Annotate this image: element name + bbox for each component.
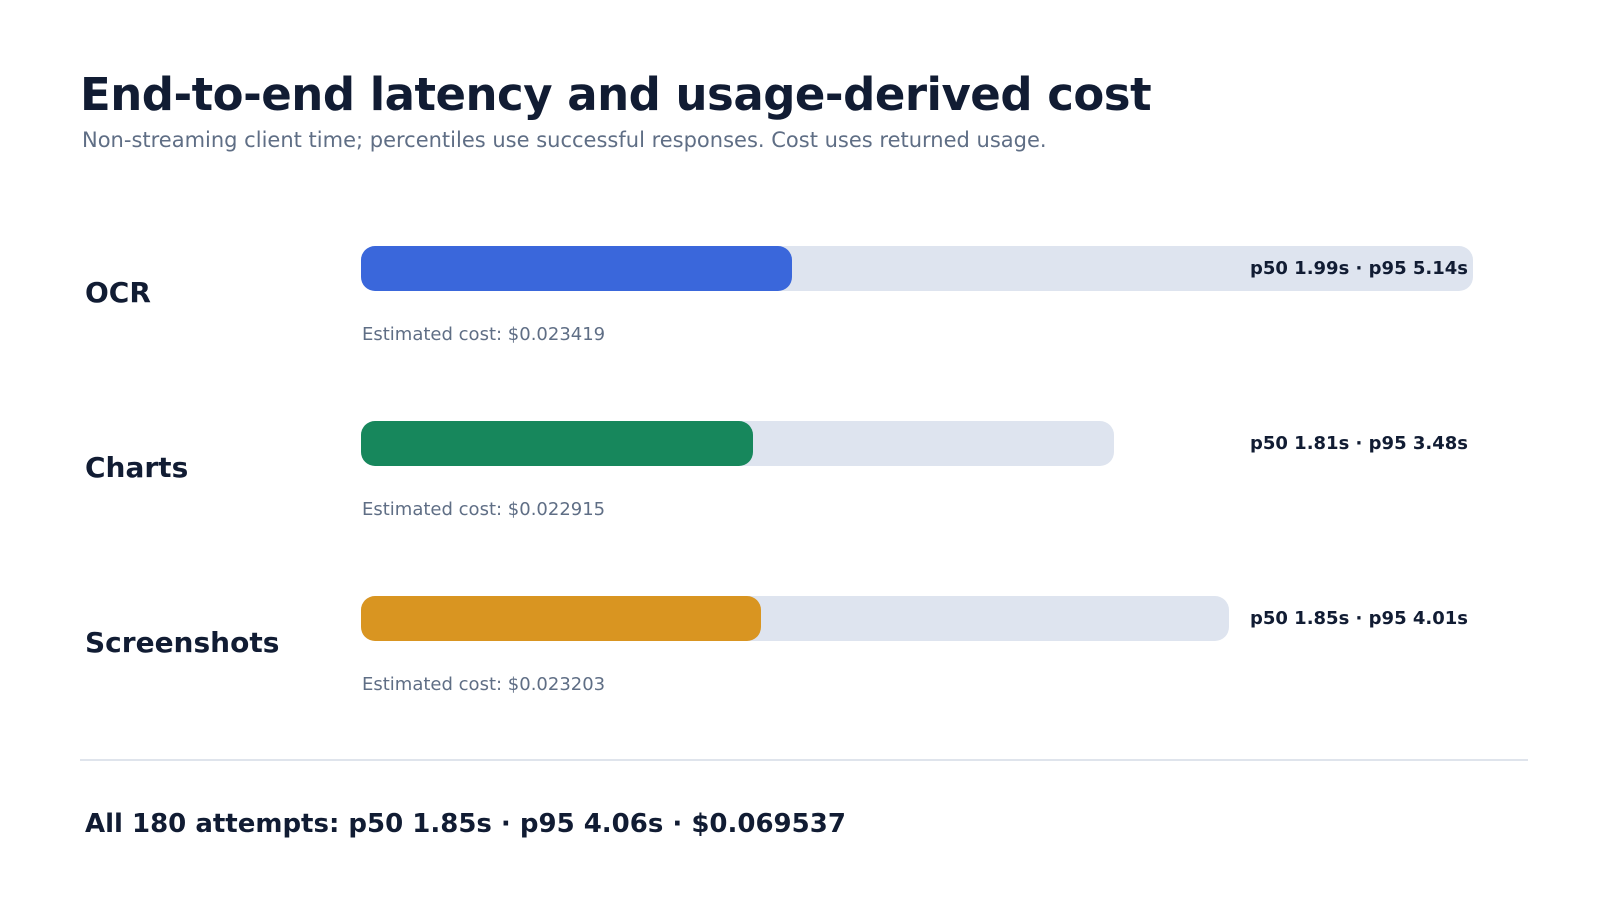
percentile-label: p50 1.99s · p95 5.14s <box>1249 258 1468 279</box>
row-label: Charts <box>85 451 189 484</box>
percentile-label: p50 1.85s · p95 4.01s <box>1249 608 1468 629</box>
estimated-cost-label: Estimated cost: $0.023203 <box>362 674 606 695</box>
p95-bar <box>361 246 1473 291</box>
p50-bar <box>361 421 753 466</box>
p95-bar <box>361 596 1229 641</box>
latency-row: Charts p50 1.81s · p95 3.48s Estimated cos… <box>0 421 1600 541</box>
p50-bar <box>361 246 792 291</box>
p50-bar <box>361 596 762 641</box>
latency-row: Screenshots p50 1.85s · p95 4.01s Estimate… <box>0 596 1600 716</box>
chart-subtitle: Non-streaming client time; percentiles u… <box>82 128 1047 152</box>
row-label: Screenshots <box>85 626 280 659</box>
divider <box>80 759 1528 761</box>
summary-text: All 180 attempts: p50 1.85s · p95 4.06s … <box>85 809 846 839</box>
estimated-cost-label: Estimated cost: $0.023419 <box>362 324 606 345</box>
chart-title: End-to-end latency and usage-derived cos… <box>80 68 1152 121</box>
p95-bar <box>361 421 1114 466</box>
latency-row: OCR p50 1.99s · p95 5.14s Estimated cost: … <box>0 246 1600 366</box>
estimated-cost-label: Estimated cost: $0.022915 <box>362 499 606 520</box>
percentile-label: p50 1.81s · p95 3.48s <box>1249 433 1468 454</box>
row-label: OCR <box>85 276 151 309</box>
